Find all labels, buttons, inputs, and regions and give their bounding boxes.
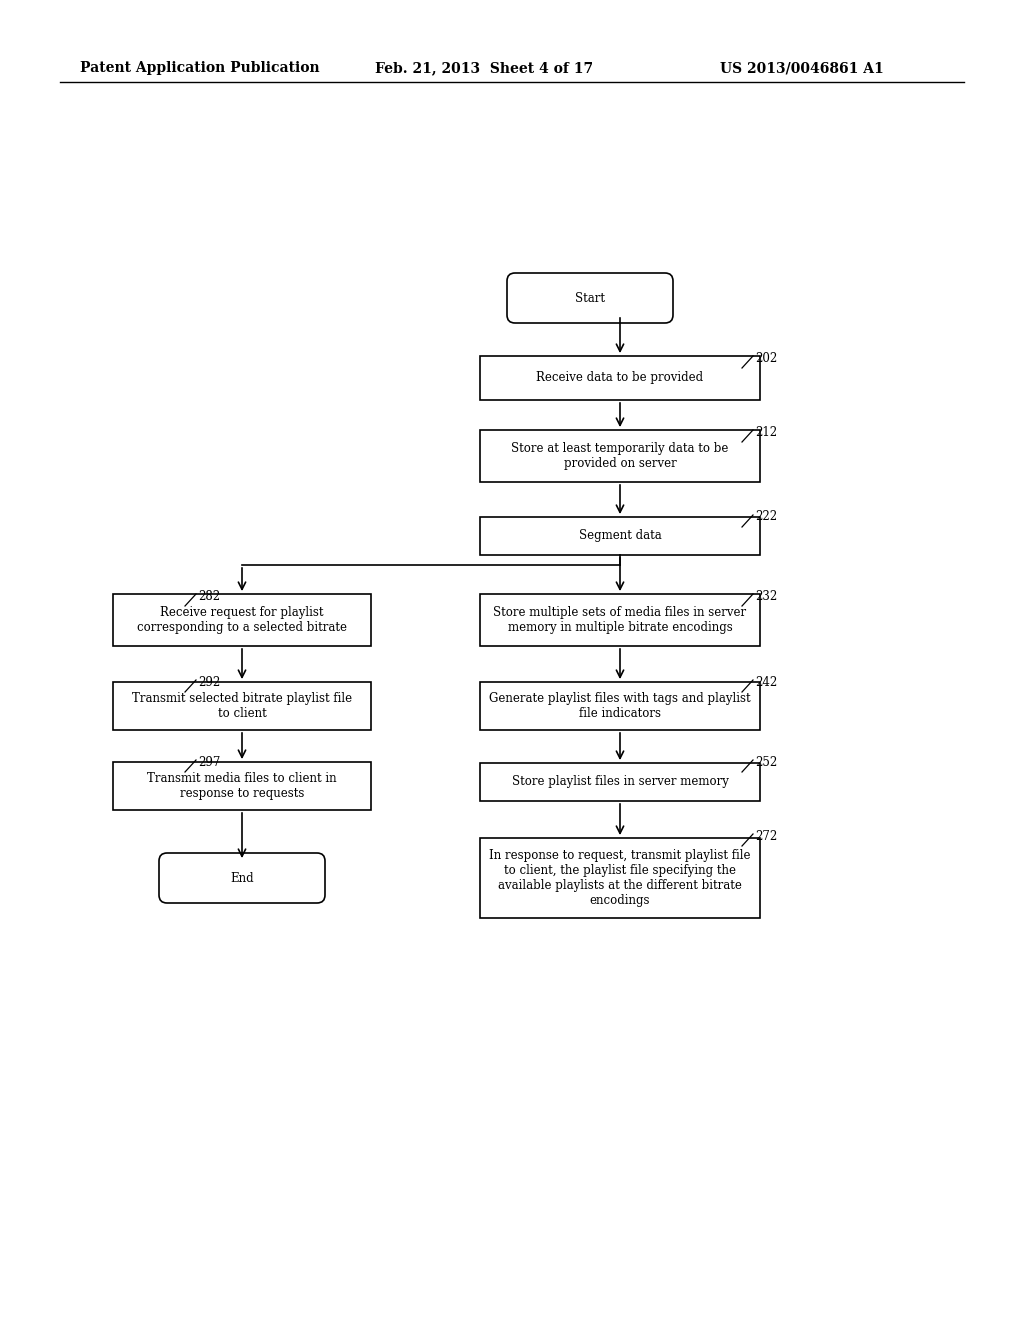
Text: 292: 292 (198, 676, 220, 689)
FancyBboxPatch shape (507, 273, 673, 323)
Text: 222: 222 (755, 511, 777, 524)
Text: 212: 212 (755, 425, 777, 438)
Text: 282: 282 (198, 590, 220, 602)
Text: Segment data: Segment data (579, 529, 662, 543)
Text: 242: 242 (755, 676, 777, 689)
Text: 232: 232 (755, 590, 777, 602)
Bar (480, 763, 760, 801)
Text: 252: 252 (755, 755, 777, 768)
Bar (113, 762, 371, 810)
Text: Store at least temporarily data to be
provided on server: Store at least temporarily data to be pr… (511, 442, 729, 470)
Text: Generate playlist files with tags and playlist
file indicators: Generate playlist files with tags and pl… (489, 692, 751, 719)
Text: 297: 297 (198, 755, 220, 768)
Bar (480, 594, 760, 645)
Text: 202: 202 (755, 351, 777, 364)
Text: Store playlist files in server memory: Store playlist files in server memory (512, 776, 728, 788)
Text: Start: Start (575, 292, 605, 305)
Bar (480, 838, 760, 917)
Text: Receive request for playlist
corresponding to a selected bitrate: Receive request for playlist correspondi… (137, 606, 347, 634)
Bar (480, 682, 760, 730)
Bar (480, 517, 760, 554)
Text: Receive data to be provided: Receive data to be provided (537, 371, 703, 384)
Text: US 2013/0046861 A1: US 2013/0046861 A1 (720, 61, 884, 75)
Bar (480, 356, 760, 400)
Text: 272: 272 (755, 829, 777, 842)
Text: Transmit selected bitrate playlist file
to client: Transmit selected bitrate playlist file … (132, 692, 352, 719)
Text: Patent Application Publication: Patent Application Publication (80, 61, 319, 75)
Bar (113, 682, 371, 730)
Bar (113, 594, 371, 645)
FancyBboxPatch shape (159, 853, 325, 903)
Text: Store multiple sets of media files in server
memory in multiple bitrate encoding: Store multiple sets of media files in se… (494, 606, 746, 634)
Text: End: End (230, 871, 254, 884)
Text: Feb. 21, 2013  Sheet 4 of 17: Feb. 21, 2013 Sheet 4 of 17 (375, 61, 593, 75)
Text: Transmit media files to client in
response to requests: Transmit media files to client in respon… (147, 772, 337, 800)
Bar (480, 430, 760, 482)
Text: In response to request, transmit playlist file
to client, the playlist file spec: In response to request, transmit playlis… (489, 849, 751, 907)
